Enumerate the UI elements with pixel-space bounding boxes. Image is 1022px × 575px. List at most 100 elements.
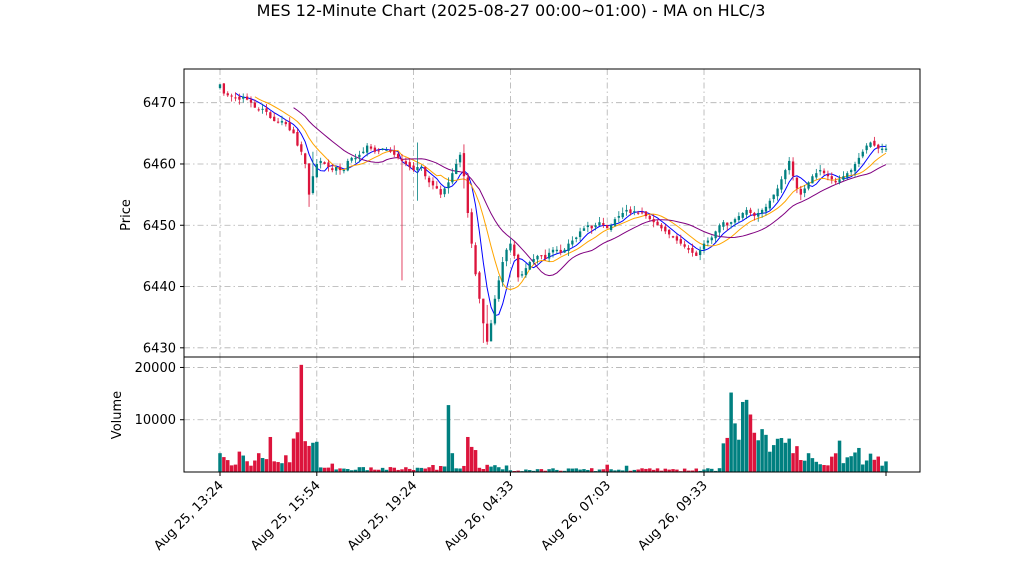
volume-bar [582,469,586,472]
volume-bar [458,468,462,472]
volume-bar [632,469,637,472]
volume-bar [659,470,664,472]
volume-bar [551,468,555,472]
volume-bar [737,439,741,472]
x-tick-label: Aug 25, 19:24 [345,478,421,554]
volume-bar [543,470,547,472]
volume-bar [818,464,822,472]
candle-body [822,170,826,174]
volume-bar [686,470,691,472]
candle-body [218,84,222,88]
candle-body [780,179,783,190]
candle-body [265,108,268,112]
volume-bar [586,469,590,472]
volume-bar [276,462,280,472]
volume-bar [342,468,346,472]
volume-bar [655,468,660,472]
candle-body [768,200,771,209]
volume-bar [284,455,288,472]
volume-bar [229,465,234,472]
candle-body [273,116,276,122]
volume-bar [845,457,850,472]
volume-bar [299,364,304,472]
candle-body [404,161,408,164]
price-panel: 6430 6440 6450 6460 6470 Price [119,68,921,358]
volume-bar [245,461,249,472]
candle-body [424,167,427,177]
candle-body [729,222,733,224]
candle-body [420,167,423,169]
volume-y-ticks: 10000 20000 [135,361,184,428]
volume-bar [404,467,408,472]
volume-bar [338,468,342,472]
volume-bar [462,465,466,472]
candle-body [683,244,686,247]
volume-bar [713,470,718,472]
volume-bar [740,401,745,472]
candle-body [679,239,682,244]
candle-body [288,122,291,131]
candle-body [358,154,361,158]
volume-bar [783,442,788,472]
candle-body [238,96,241,100]
candle-body [648,215,651,220]
candle-body [536,255,539,260]
candle-body [706,240,710,243]
volume-bar [268,436,273,472]
volume-bar [303,441,307,472]
volume-bar [651,469,656,472]
volume-bar [369,467,373,472]
candle-body [451,173,454,183]
volume-bar [353,469,358,472]
x-tick-label: Aug 25, 13:24 [151,478,227,554]
candle-body [803,188,806,194]
candle-body [877,144,880,149]
candle-body [276,121,280,123]
candle-body [760,209,764,214]
candle-body [555,249,559,252]
candle-body [571,240,574,245]
volume-bar [764,434,768,472]
candle-body [513,244,516,256]
candle-body [757,213,760,217]
volume-bars [218,364,888,472]
volume-bar [868,453,873,472]
volume-bar [346,469,350,472]
candle-body [493,298,497,324]
candle-body [846,173,849,178]
candle-body [335,167,338,171]
candle-body [671,236,675,238]
candle-body [602,223,605,226]
volume-bar [682,468,687,472]
candle-body [567,243,570,251]
volume-bar [578,469,582,472]
candle-body [296,131,299,146]
volume-grid [184,357,920,472]
volume-bar [330,463,335,472]
candle-body [435,186,438,189]
candle-body [474,245,477,275]
candle-body [269,112,272,119]
volume-bar [876,456,880,472]
volume-bar [473,450,478,472]
volume-bar [748,414,753,472]
candle-body [362,151,365,154]
volume-bar [830,456,834,472]
price-tick-label: 6470 [143,96,176,111]
candle-body [784,170,787,180]
candle-body [516,254,520,278]
volume-tick-label: 20000 [135,361,176,376]
candle-body [369,146,373,149]
volume-bar [431,465,435,472]
candle-body [598,222,601,226]
candle-body [234,97,237,99]
candle-body [640,212,644,214]
candle-body [307,163,311,195]
volume-bar [315,441,319,472]
price-panel-bg [184,69,920,357]
volume-bar [377,469,381,472]
volume-bar [497,467,501,472]
candle-body [482,298,485,324]
x-axis-ticks: Aug 25, 13:24 Aug 25, 15:54 Aug 25, 19:24 A… [151,472,887,554]
candle-body [501,262,504,283]
